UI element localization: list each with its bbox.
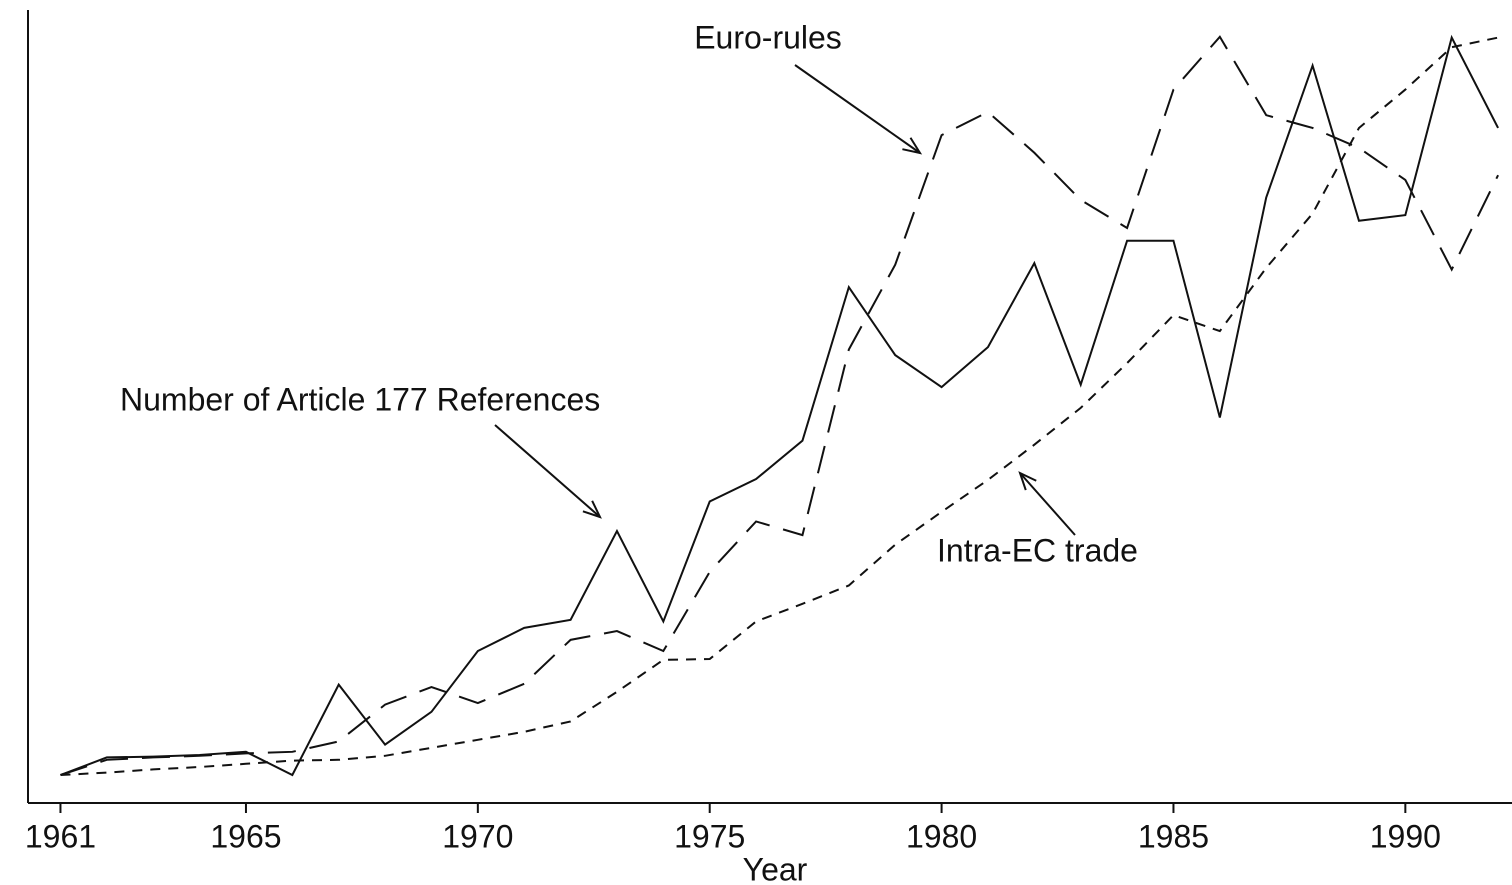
- annotation-arrow: [1019, 472, 1076, 536]
- x-tick-label: 1970: [442, 818, 513, 854]
- x-axis-label: Year: [743, 851, 808, 885]
- arrow-head: [1018, 471, 1037, 491]
- x-tick-label: 1975: [674, 818, 745, 854]
- x-tick-label: 1961: [25, 818, 96, 854]
- x-tick-label: 1985: [1138, 818, 1209, 854]
- x-tick-label: 1980: [906, 818, 977, 854]
- annotation: Euro-rules: [694, 19, 842, 55]
- annotation: Number of Article 177 References: [120, 381, 600, 417]
- annotation: Intra-EC trade: [937, 532, 1138, 568]
- annotation-arrow: [794, 64, 921, 154]
- x-tick-label: 1990: [1370, 818, 1441, 854]
- annotation-arrow: [494, 424, 601, 518]
- series-line: [60, 35, 1499, 776]
- series-line: [60, 36, 1499, 777]
- x-tick-label: 1965: [210, 818, 281, 854]
- arrow-head: [582, 500, 602, 519]
- arrow-head: [902, 137, 923, 155]
